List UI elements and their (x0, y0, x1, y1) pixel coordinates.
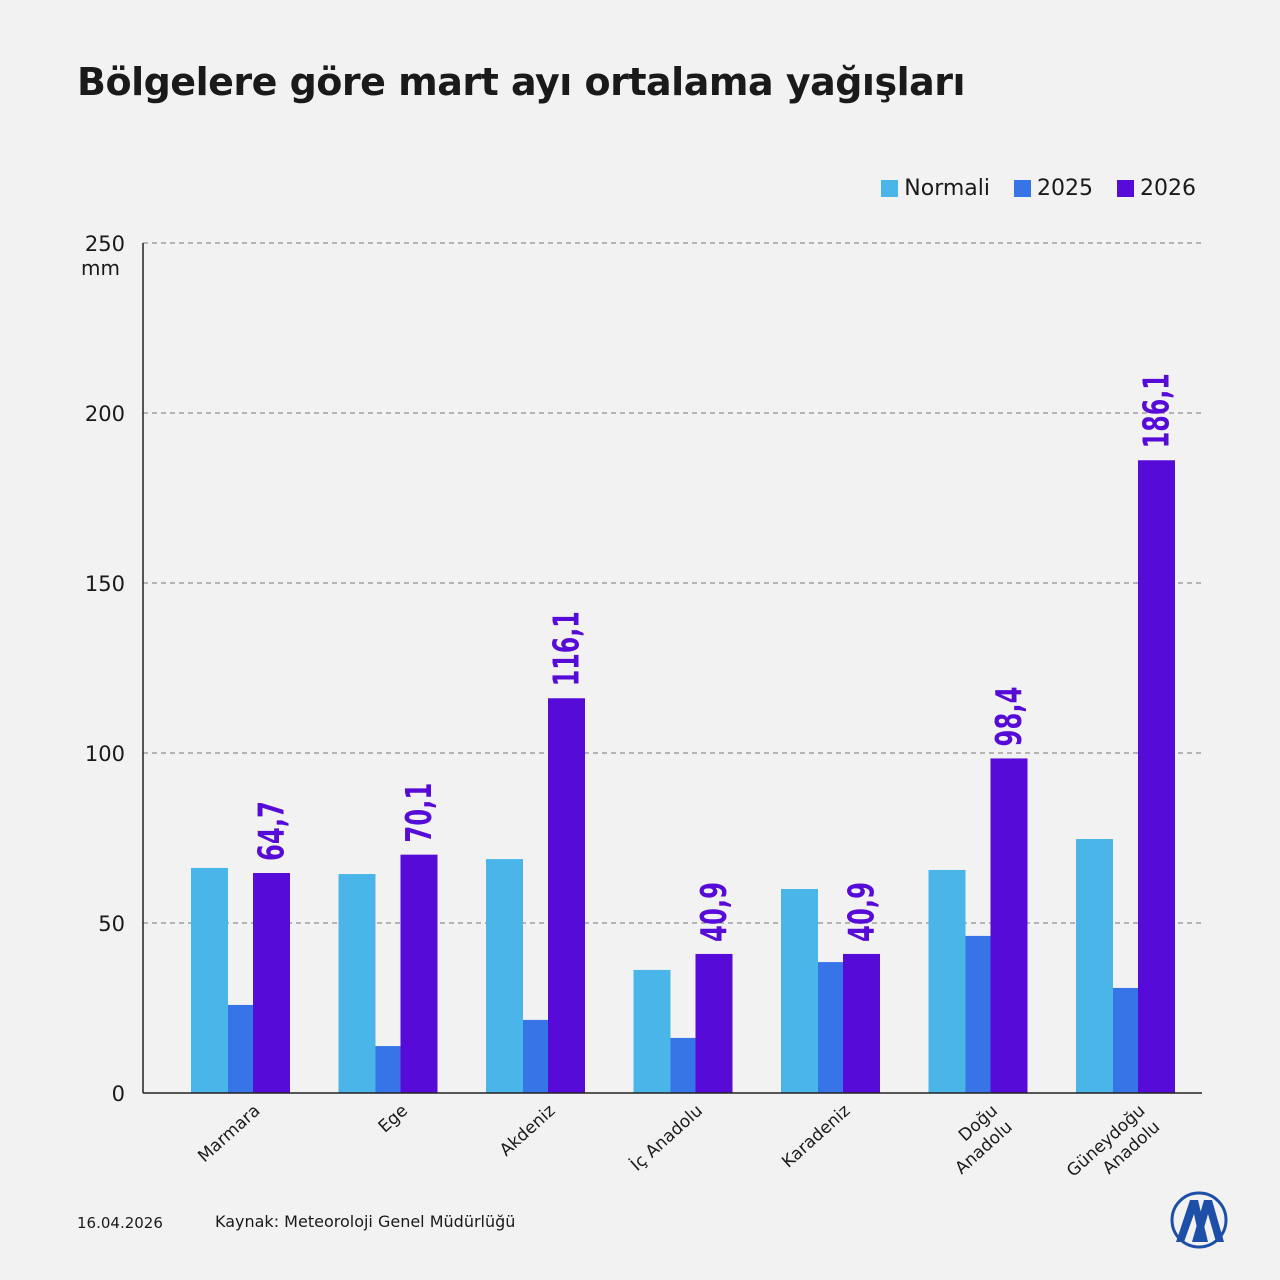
data-label: 64,7 (252, 801, 293, 861)
source: Kaynak: Meteoroloji Genel Müdürlüğü (215, 1212, 516, 1231)
legend-swatch (881, 180, 899, 197)
y-tick-label: 200 (85, 402, 125, 426)
data-label: 186,1 (1137, 373, 1178, 448)
legend-item: 2025 (1014, 176, 1093, 201)
data-label: 70,1 (399, 783, 440, 843)
x-tick-label: GüneydoğuAnadolu (1063, 1101, 1164, 1198)
y-tick-label: 0 (112, 1082, 125, 1106)
y-tick-label: 250 (85, 232, 125, 256)
legend-item: 2026 (1117, 176, 1196, 201)
legend-item: Normali (881, 176, 990, 201)
bar-2026 (990, 758, 1028, 1093)
y-tick-label: 100 (85, 742, 125, 766)
legend-swatch (1117, 180, 1134, 197)
bar-normali (781, 889, 818, 1093)
bar-normali (1076, 839, 1113, 1093)
legend-label: 2026 (1140, 176, 1196, 201)
legend-swatch (1014, 180, 1031, 197)
bar-normali (486, 859, 523, 1093)
bar-2026 (400, 854, 438, 1093)
y-axis-unit: mm (81, 256, 120, 280)
data-label: 40,9 (694, 882, 735, 942)
bar-normali (928, 869, 966, 1093)
data-label: 116,1 (547, 611, 588, 686)
x-tick-label: Akdeniz (496, 1101, 559, 1161)
data-label: 98,4 (989, 686, 1030, 746)
bar-normali (633, 969, 671, 1093)
y-tick-label: 150 (85, 572, 125, 596)
x-tick-label: Karadeniz (778, 1101, 854, 1172)
legend-label: Normali (904, 176, 990, 201)
x-tick-label: İç Anadolu (626, 1100, 706, 1175)
bar-2026 (695, 953, 733, 1093)
data-label: 40,9 (842, 882, 883, 942)
bar-normali (191, 867, 228, 1093)
x-tick-label: Marmara (194, 1101, 264, 1167)
bar-2026 (1138, 460, 1175, 1093)
y-tick-label: 50 (98, 912, 125, 936)
bar-2026 (843, 953, 880, 1093)
legend: Normali 2025 2026 (881, 176, 1196, 201)
bar-2026 (548, 698, 585, 1093)
legend-label: 2025 (1037, 176, 1093, 201)
x-tick-label: DoğuAnadolu (937, 1101, 1017, 1179)
x-tick-label: Ege (375, 1101, 412, 1137)
bar-2026 (253, 873, 290, 1093)
bar-normali (338, 874, 376, 1093)
date: 16.04.2026 (77, 1214, 163, 1232)
aa-logo-icon (1170, 1191, 1228, 1249)
chart-title: Bölgelere göre mart ayı ortalama yağışla… (77, 60, 966, 104)
